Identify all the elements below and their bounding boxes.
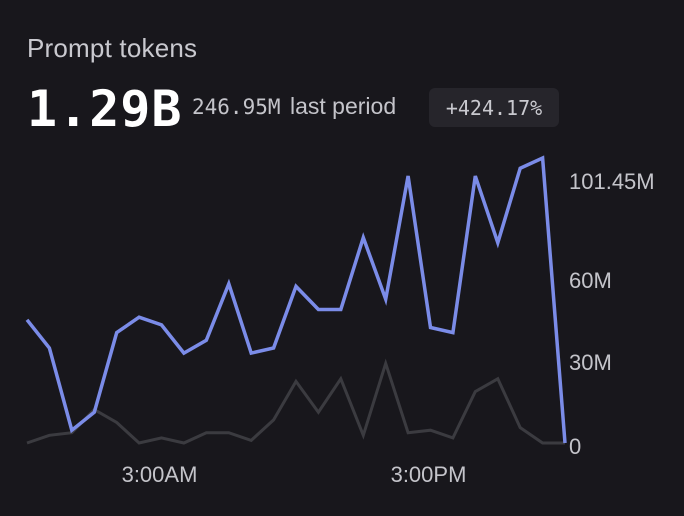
y-tick-label: 60M [569,268,612,293]
series-line-previous [26,358,565,445]
x-tick-label: 3:00AM [122,462,198,487]
card-title: Prompt tokens [27,33,198,63]
total-value: 1.29B [27,80,183,138]
y-tick-label: 101.45M [569,169,655,194]
y-tick-label: 30M [569,350,612,375]
series-line-current [25,155,567,444]
y-tick-label: 0 [569,434,581,459]
previous-period-label: last period [290,93,397,119]
delta-badge: +424.17% [429,88,559,127]
x-tick-label: 3:00PM [391,462,467,487]
previous-period-value: 246.95M [192,95,281,119]
